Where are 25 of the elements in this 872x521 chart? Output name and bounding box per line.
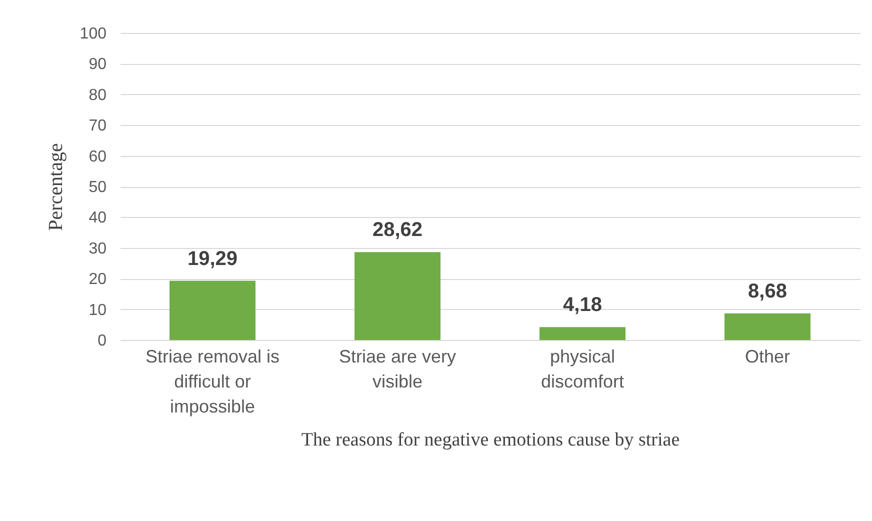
bar — [540, 327, 626, 340]
y-tick-label: 100 — [80, 26, 107, 42]
data-label: 8,68 — [748, 280, 787, 302]
y-tick-label: 10 — [88, 302, 107, 319]
bar — [724, 313, 810, 340]
y-tick-label: 80 — [88, 86, 107, 104]
x-axis-title: The reasons for negative emotions cause by striae — [301, 430, 680, 450]
x-tick-label: Striae removal is difficult or impossible — [145, 346, 280, 416]
data-label: 19,29 — [187, 248, 238, 270]
data-label: 28,62 — [372, 219, 423, 242]
y-tick-label: 90 — [88, 56, 107, 74]
y-axis-title: Percentage — [44, 143, 67, 231]
y-tick-label: 40 — [88, 210, 107, 227]
y-tick-label: 30 — [88, 240, 107, 258]
data-label: 4,18 — [563, 294, 602, 316]
x-tick-label: Striae are very visible — [338, 346, 456, 392]
y-tick-label: 50 — [88, 179, 107, 196]
bar — [354, 252, 440, 340]
x-tick-label: Other — [744, 346, 790, 366]
bar — [170, 280, 256, 340]
x-tick-label: physical discomfort — [540, 346, 624, 392]
y-tick-label: 0 — [98, 332, 107, 350]
y-tick-label: 70 — [88, 118, 107, 135]
y-tick-label: 20 — [88, 271, 107, 288]
y-tick-label: 60 — [88, 148, 107, 166]
